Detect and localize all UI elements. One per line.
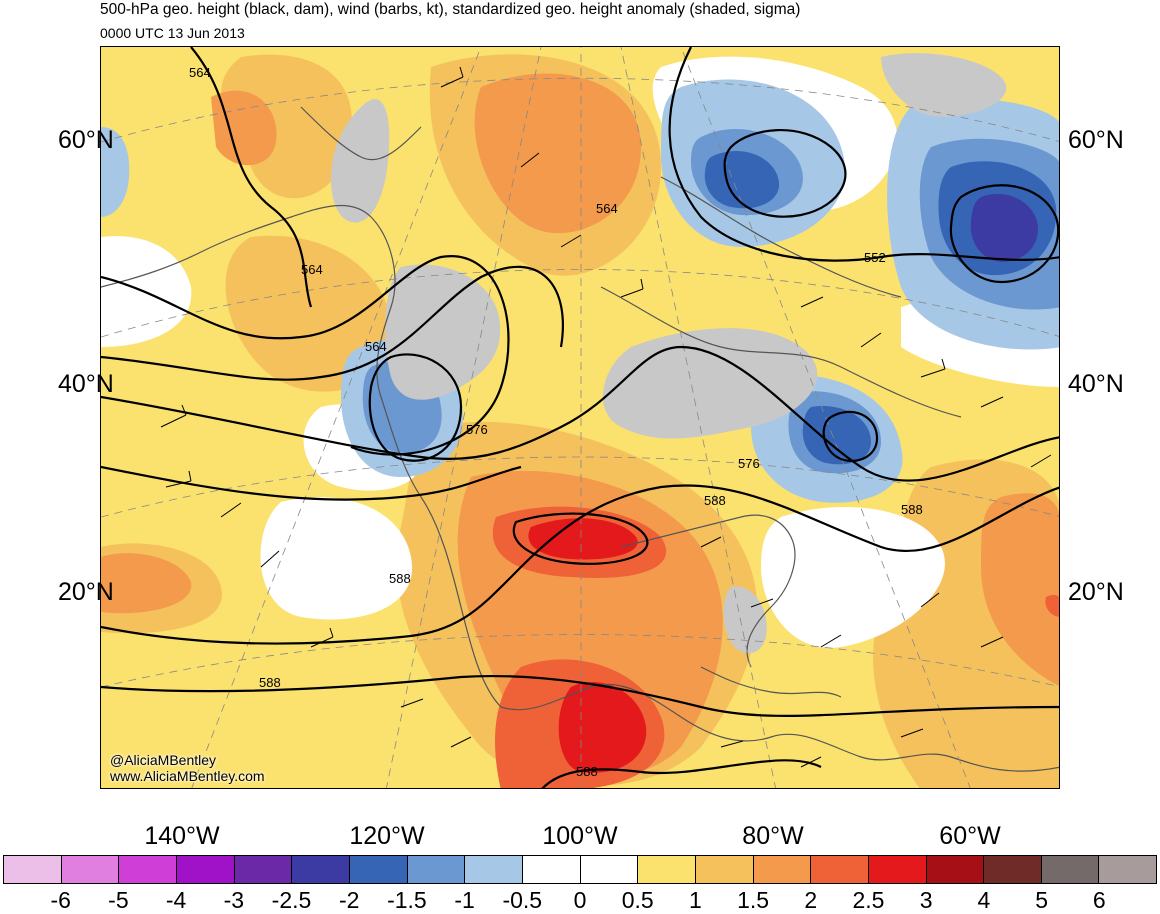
lon-label: 140°W (144, 822, 220, 850)
colorbar-tick-label: -1.5 (387, 887, 427, 913)
colorbar-swatch (119, 856, 177, 883)
colorbar-swatch (580, 856, 639, 883)
colorbar-tick-label: 6 (1092, 887, 1106, 913)
wind-barbs (160, 66, 1052, 768)
colorbar-tick-label: -0.5 (502, 887, 543, 913)
colorbar-swatch (465, 856, 523, 883)
colorbar-tick-label: 2.5 (852, 887, 885, 913)
credit-twitter: @AliciaMBentley (110, 752, 217, 768)
graticule (101, 47, 1059, 788)
contour-label: 576 (466, 422, 488, 437)
colorbar (3, 855, 1157, 884)
anomaly-neg-2-2.5 (970, 193, 1039, 262)
colorbar-tick-label: 5 (1035, 887, 1048, 913)
contour-label: 564 (596, 201, 618, 216)
colorbar-tick-label: 3 (919, 887, 933, 913)
gray-overlay (331, 53, 1007, 654)
colorbar-swatch (61, 856, 120, 883)
colorbar-swatch (811, 856, 869, 883)
colorbar-swatch (522, 856, 581, 883)
lon-label: 60°W (939, 822, 1001, 850)
map-canvas: 564 564 564 564 552 576 576 588 588 588 … (101, 47, 1059, 788)
lat-label-right: 60°N (1068, 126, 1124, 154)
colorbar-tick-label: -5 (108, 887, 129, 913)
colorbar-tick-label: 0.5 (621, 887, 654, 913)
colorbar-swatch (176, 856, 235, 883)
valid-time: 0000 UTC 13 Jun 2013 (100, 25, 245, 41)
lon-label: 80°W (742, 822, 804, 850)
contour-label-group: 564 564 564 564 552 576 576 588 588 588 … (189, 65, 923, 779)
contour-label: 588 (389, 571, 411, 586)
coastlines (101, 106, 1059, 772)
lon-label: 120°W (349, 822, 425, 850)
colorbar-swatch (868, 856, 927, 883)
colorbar-tick-label: -2 (338, 887, 360, 913)
colorbar-tick-label: 0 (573, 887, 587, 913)
colorbar-swatch (1041, 856, 1100, 883)
contour-label: 552 (864, 250, 886, 265)
colorbar-tick-label: 4 (977, 887, 991, 913)
lon-label: 100°W (542, 822, 618, 850)
lat-label-right: 40°N (1068, 370, 1124, 398)
map-panel: 564 564 564 564 552 576 576 588 588 588 … (100, 46, 1060, 789)
colorbar-swatch (292, 856, 350, 883)
contour-label: 564 (189, 65, 211, 80)
colorbar-tick-label: 2 (804, 887, 818, 913)
colorbar-swatch (349, 856, 408, 883)
contour-label: 564 (365, 339, 387, 354)
contour-label: 588 (259, 675, 281, 690)
colorbar-swatch (926, 856, 985, 883)
colorbar-tick-label: 1.5 (737, 887, 770, 913)
colorbar-tick-label: -6 (50, 887, 71, 913)
colorbar-tick-label: -4 (165, 887, 187, 913)
contour-label: 588 (704, 493, 726, 508)
colorbar-swatch (1099, 856, 1157, 883)
colorbar-swatch (695, 856, 754, 883)
lat-label-right: 20°N (1068, 578, 1124, 606)
contour-label: 564 (301, 262, 323, 277)
colorbar-swatch (753, 856, 812, 883)
colorbar-tick-label: -1 (454, 887, 475, 913)
colorbar-swatch (984, 856, 1042, 883)
colorbar-tick-label: 1 (688, 887, 702, 913)
lat-label-left: 40°N (58, 370, 114, 398)
colorbar-swatch (407, 856, 466, 883)
lat-label-left: 60°N (58, 126, 114, 154)
colorbar-swatch (234, 856, 293, 883)
contour-label: 576 (738, 456, 760, 471)
anomaly-2.5-3 (528, 518, 647, 773)
figure-title: 500-hPa geo. height (black, dam), wind (… (100, 1, 801, 18)
colorbar-swatch (638, 856, 696, 883)
contour-label: 588 (576, 764, 598, 779)
colorbar-swatch (4, 856, 62, 883)
contour-label: 588 (901, 502, 923, 517)
credit-website: www.AliciaMBentley.com (110, 768, 265, 784)
lat-label-left: 20°N (58, 578, 114, 606)
colorbar-tick-label: -2.5 (271, 887, 312, 913)
colorbar-tick-label: -3 (223, 887, 245, 913)
